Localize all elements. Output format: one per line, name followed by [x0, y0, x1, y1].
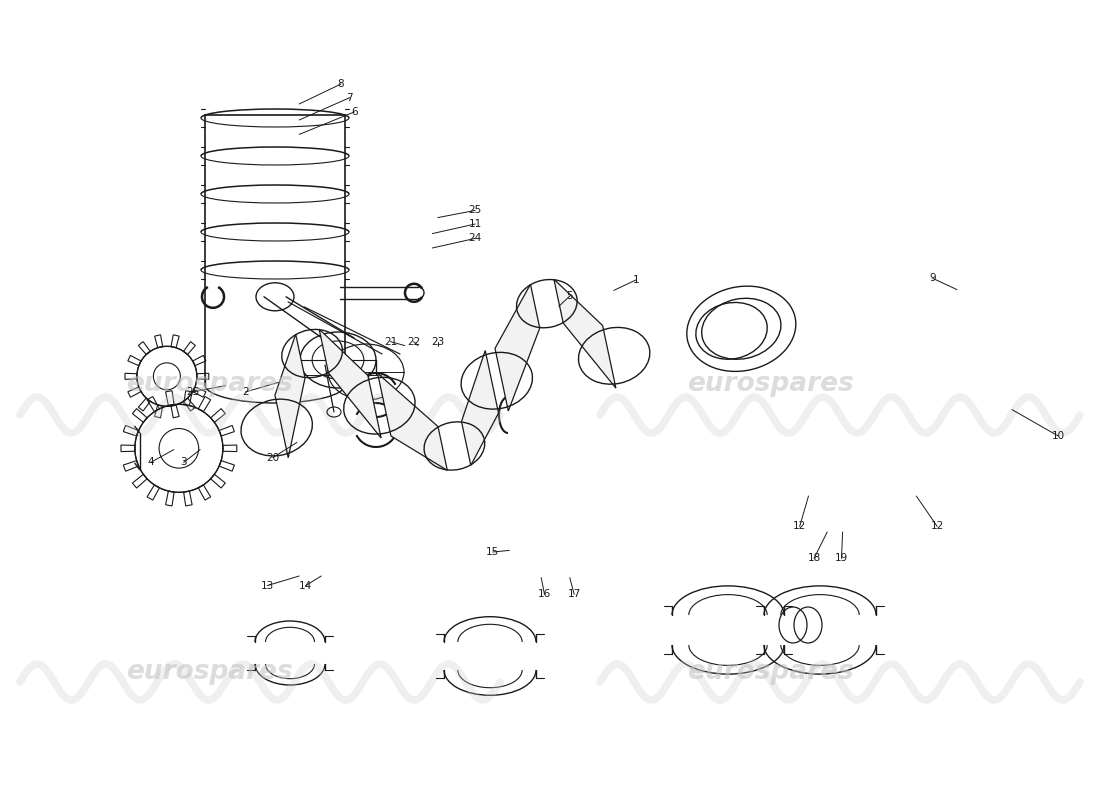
Text: eurospares: eurospares — [686, 371, 854, 397]
Text: 18: 18 — [807, 554, 821, 563]
Polygon shape — [462, 350, 498, 466]
Text: 6: 6 — [351, 107, 358, 117]
Polygon shape — [554, 279, 616, 388]
Text: 23: 23 — [431, 337, 444, 346]
Text: 16: 16 — [538, 590, 551, 599]
Polygon shape — [319, 329, 382, 438]
Polygon shape — [377, 374, 448, 470]
Text: 3: 3 — [180, 458, 187, 467]
Text: 12: 12 — [931, 522, 944, 531]
Text: 10: 10 — [1052, 431, 1065, 441]
Text: 2: 2 — [242, 387, 249, 397]
Text: 9: 9 — [930, 274, 936, 283]
Text: 12: 12 — [793, 522, 806, 531]
Text: 4: 4 — [147, 458, 154, 467]
Text: eurospares: eurospares — [125, 659, 293, 685]
Text: 21: 21 — [384, 337, 397, 346]
Text: 22: 22 — [407, 337, 420, 346]
Text: 17: 17 — [568, 590, 581, 599]
Text: 14: 14 — [299, 581, 312, 590]
Text: 11: 11 — [469, 219, 482, 229]
Text: 13: 13 — [261, 581, 274, 590]
Text: 15: 15 — [486, 547, 499, 557]
Polygon shape — [495, 284, 540, 411]
Text: 1: 1 — [632, 275, 639, 285]
Text: 24: 24 — [469, 234, 482, 243]
Text: 7: 7 — [346, 93, 353, 102]
Text: eurospares: eurospares — [686, 659, 854, 685]
Text: 8: 8 — [338, 79, 344, 89]
Text: 5: 5 — [566, 291, 573, 301]
Text: 25: 25 — [186, 387, 199, 397]
Text: 20: 20 — [266, 453, 279, 462]
Text: 25: 25 — [469, 206, 482, 215]
Text: eurospares: eurospares — [125, 371, 293, 397]
Polygon shape — [275, 334, 305, 458]
Text: 19: 19 — [835, 554, 848, 563]
